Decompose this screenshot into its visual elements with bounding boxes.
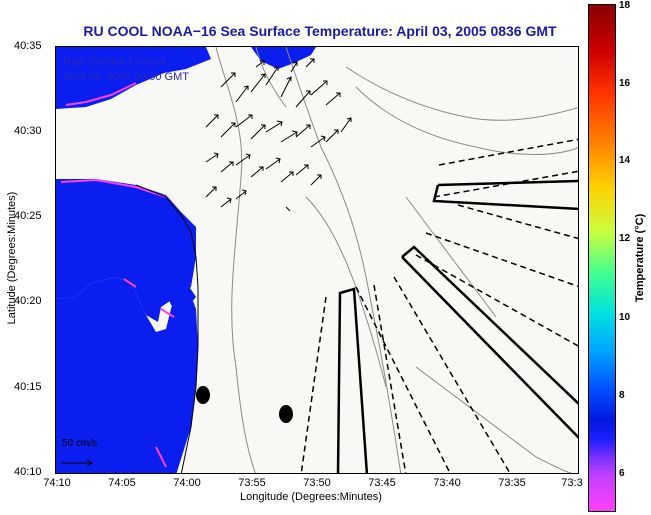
dashed-radials [300, 138, 578, 473]
colorbar-tick: 18 [619, 0, 631, 11]
y-tick-label: 40:35 [14, 40, 42, 52]
current-legend-title: Raw Surface Current [63, 56, 166, 68]
land-west [56, 179, 196, 322]
scale-arrow-label: 50 cm/s [62, 438, 98, 449]
colorbar-label: Temperature (°C) [634, 213, 646, 303]
land-upper-right [251, 47, 316, 69]
x-tick-label: 73:50 [303, 477, 331, 489]
land-sandy-hook-bay [166, 282, 196, 309]
coast-highlight-north [65, 82, 137, 106]
x-tick-label: 73:45 [368, 477, 396, 489]
survey-boxes [336, 179, 578, 473]
coastline [135, 184, 199, 473]
y-tick-label: 40:15 [14, 381, 42, 393]
land-southwest [56, 277, 198, 473]
colorbar-tick: 12 [619, 233, 631, 244]
y-tick-label: 40:25 [14, 210, 42, 222]
bathymetry-contours [215, 47, 578, 473]
station-marker [279, 405, 293, 423]
x-tick-label: 73:55 [238, 477, 266, 489]
temperature-colorbar [588, 4, 616, 512]
colorbar-tick: 14 [619, 155, 631, 166]
x-tick-label: 73:3 [561, 477, 583, 489]
land-north [56, 47, 211, 109]
map-title: RU COOL NOAA−16 Sea Surface Temperature:… [83, 23, 557, 39]
x-tick-label: 74:10 [43, 477, 71, 489]
scale-arrow [61, 459, 93, 467]
x-axis-label: Longitude (Degrees:Minutes) [240, 491, 382, 503]
station-marker [196, 386, 210, 404]
current-legend-date: April 03, 2005 09:00 GMT [63, 71, 189, 83]
sst-map-canvas [56, 47, 578, 473]
x-tick-label: 73:35 [498, 477, 526, 489]
x-tick-label: 74:05 [108, 477, 136, 489]
colorbar-tick: 16 [619, 78, 631, 89]
y-tick-label: 40:20 [14, 295, 42, 307]
x-tick-label: 73:40 [433, 477, 461, 489]
surface-current-vectors [205, 58, 352, 212]
colorbar-tick: 6 [619, 468, 625, 479]
map-plot-area[interactable] [55, 46, 579, 474]
y-tick-label: 40:10 [14, 466, 42, 478]
y-tick-label: 40:30 [14, 125, 42, 137]
colorbar-tick: 8 [619, 390, 625, 401]
coast-highlight-west [60, 178, 167, 198]
x-tick-label: 74:00 [173, 477, 201, 489]
coast-highlight-south [123, 278, 175, 468]
colorbar-tick: 10 [619, 312, 631, 323]
